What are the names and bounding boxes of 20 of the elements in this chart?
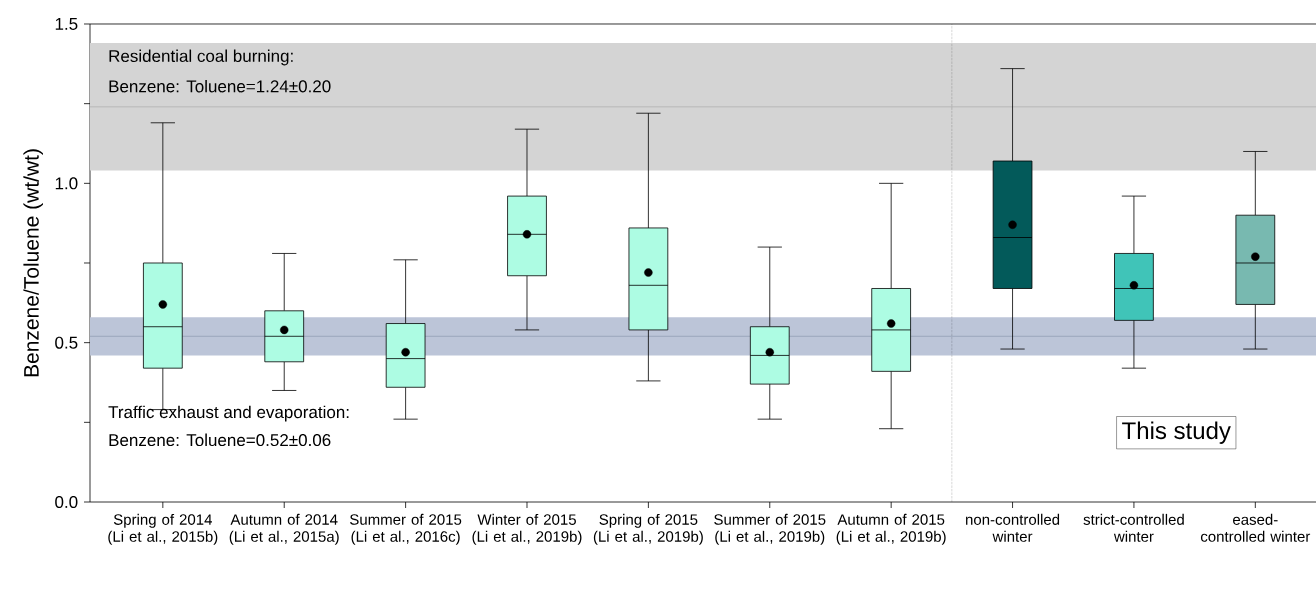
y-tick-label: 0.5 — [55, 336, 78, 349]
x-tick-label: Summer of 2015 (Li et al., 2019b) — [714, 513, 826, 545]
annotation: This study — [1122, 421, 1231, 444]
x-tick-label: Spring of 2014 (Li et al., 2015b) — [108, 513, 218, 545]
x-tick-label: Summer of 2015 (Li et al., 2016c) — [350, 513, 462, 545]
x-tick-label: Winter of 2015 (Li et al., 2019b) — [472, 513, 582, 545]
annotation: Residential coal burning: — [109, 49, 293, 66]
y-tick-label: 1.5 — [55, 18, 78, 30]
annotation: Benzene: Toluene=1.24±0.20 — [109, 79, 331, 93]
y-tick-label: 1.0 — [55, 177, 78, 190]
x-tick-label: eased-controlled winter — [1200, 513, 1311, 542]
x-tick-label: Autumn of 2015 (Li et al., 2019b) — [836, 513, 946, 545]
x-tick-label: Spring of 2015 (Li et al., 2019b) — [593, 513, 703, 545]
y-axis-title: Benzene/Toluene (wt/wt) — [23, 149, 43, 377]
x-tick-label: strict-controlled winter — [1083, 513, 1184, 542]
annotation: Benzene: Toluene=0.52±0.06 — [109, 433, 331, 447]
annotation: Traffic exhaust and evaporation: — [108, 405, 349, 422]
x-tick-label: Autumn of 2014 (Li et al., 2015a) — [229, 513, 339, 545]
x-tick-label: non-controlled winter — [966, 513, 1060, 542]
y-tick-label: 0.0 — [55, 495, 78, 509]
